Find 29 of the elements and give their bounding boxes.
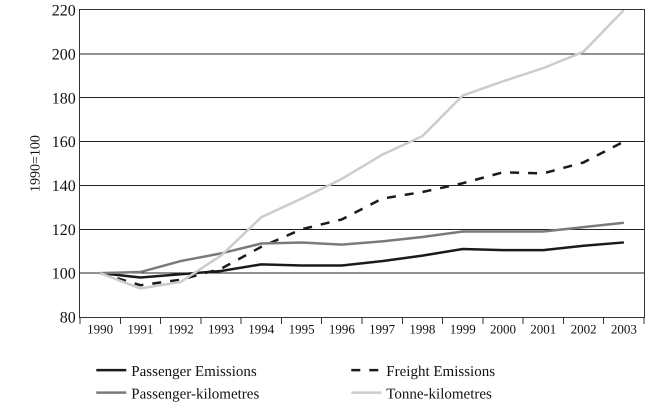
x-tick-label: 1999: [450, 322, 476, 337]
legend-label: Passenger-kilometres: [131, 386, 260, 402]
x-tick-label: 1998: [409, 322, 436, 337]
x-tick-label: 1993: [208, 322, 234, 337]
y-tick-label: 180: [52, 90, 76, 108]
x-tick-label: 1997: [369, 322, 396, 337]
x-tick-label: 2003: [610, 322, 637, 337]
y-tick-label: 160: [52, 134, 76, 152]
y-tick-label: 100: [52, 266, 76, 283]
line-series: [98, 10, 626, 290]
y-tick-label: 220: [52, 2, 76, 20]
x-tick-label: 1990: [87, 322, 114, 337]
legend-label: Freight Emissions: [386, 364, 496, 380]
x-tick-label: 1992: [168, 322, 194, 337]
x-tick-label: 1995: [288, 322, 315, 337]
line-series: [98, 221, 626, 274]
x-tick-label: 2002: [570, 322, 597, 337]
legend-label: Passenger Emissions: [131, 364, 257, 380]
x-tick-label: 2001: [530, 322, 556, 337]
y-tick-label: 120: [52, 222, 76, 239]
y-tick-label: 80: [60, 310, 76, 327]
x-tick-label: 2000: [490, 322, 516, 337]
x-tick-label: 1996: [328, 322, 356, 337]
y-tick-label: 200: [52, 46, 76, 64]
y-tick-label: 140: [52, 178, 76, 196]
x-tick-label: 1994: [248, 322, 275, 337]
x-tick-label: 1991: [127, 322, 154, 337]
y-axis-title: 1990=100: [28, 135, 44, 192]
legend-label: Tonne-kilometres: [386, 386, 492, 402]
